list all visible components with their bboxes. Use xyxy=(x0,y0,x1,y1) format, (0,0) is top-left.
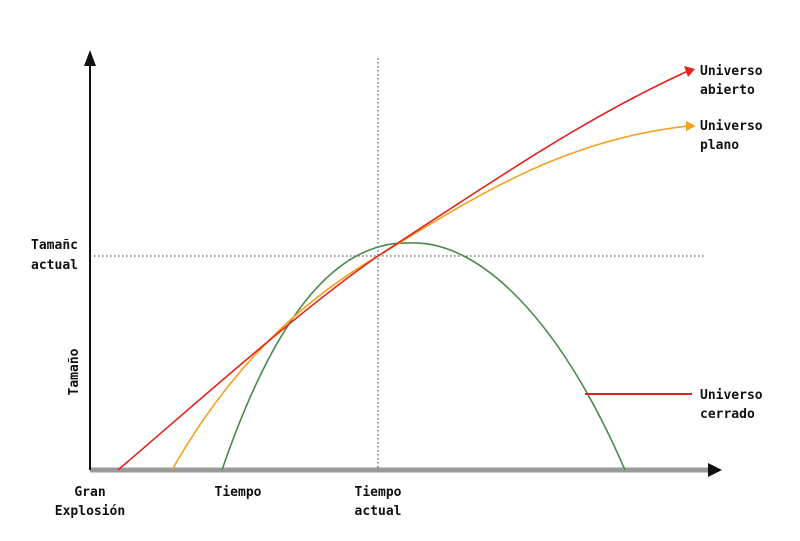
closed-universe-curve xyxy=(221,242,626,471)
open-universe-label-line1: Universo xyxy=(700,64,763,79)
current-time-label-line1: Tiempo xyxy=(355,485,402,500)
big-bang-label-line1: Gran xyxy=(74,485,105,500)
size-axis-arrowhead xyxy=(84,50,96,66)
open-universe-arrowhead xyxy=(684,66,695,77)
current-time-label-line2: actual xyxy=(355,504,402,519)
flat-universe-arrowhead xyxy=(686,121,696,131)
closed-universe-label-line1: Universo xyxy=(700,388,763,403)
flat-universe-label-line1: Universo xyxy=(700,119,763,134)
time-label: Tiempo xyxy=(215,485,262,500)
flat-universe-curve xyxy=(171,125,689,471)
current-size-label-line2: actual xyxy=(31,258,78,273)
y-axis-title: Tamaño xyxy=(67,348,82,395)
big-bang-label-line2: Explosión xyxy=(55,504,125,519)
closed-universe-label-line2: cerrado xyxy=(700,407,755,422)
open-universe-curve xyxy=(117,70,689,471)
open-universe-label-line2: abierto xyxy=(700,83,755,98)
current-size-label-line1: Tamañc xyxy=(31,238,78,253)
time-axis-arrowhead xyxy=(708,463,722,477)
flat-universe-label-line2: plano xyxy=(700,138,739,153)
